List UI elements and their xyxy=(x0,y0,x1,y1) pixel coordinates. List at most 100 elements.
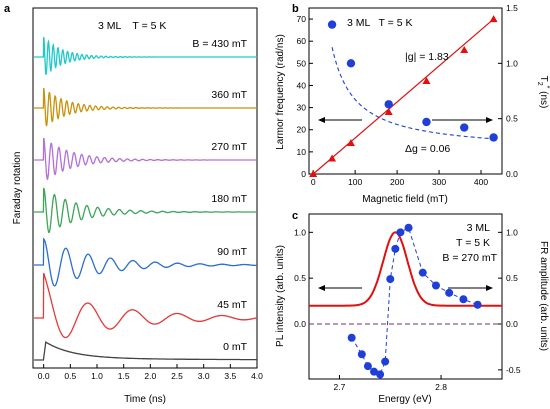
panel-b-g-factor: |g| = 1.83 xyxy=(405,51,449,63)
larmor-point-2 xyxy=(346,139,355,147)
larmor-point-0 xyxy=(309,170,318,177)
c-xtick-label-0: 2.7 xyxy=(334,382,346,392)
c-ytick-label-1: 0.5 xyxy=(294,273,306,283)
b-ytick-label-5: 50 xyxy=(297,58,307,68)
panel-b-delta-g: Δg = 0.06 xyxy=(405,143,450,155)
fr-point-10 xyxy=(418,268,427,277)
panel-c-letter: c xyxy=(292,210,298,222)
t2-point-1 xyxy=(346,59,356,68)
c-ytick-right-label-3: 1.0 xyxy=(506,227,518,237)
c-ytick-right-label-1: 0.0 xyxy=(506,319,518,329)
panel-a-frame xyxy=(32,7,258,369)
b-xtick-label-0: 0 xyxy=(311,177,316,187)
panel-b-annotation: 3 ML T = 5 K xyxy=(347,17,412,29)
b-ytick-label-1: 10 xyxy=(297,147,307,157)
b-xtick-label-4: 400 xyxy=(474,177,488,187)
fr-point-8 xyxy=(396,228,405,237)
panel-b: b 0 100 200 300 400 0 10 20 30 40 50 60 70 0.0 0.5 1.0 1… xyxy=(275,3,550,205)
trace-4 xyxy=(34,237,257,287)
t2-fit-curve xyxy=(331,47,496,140)
trace-label-2: 270 mT xyxy=(211,141,247,153)
t2-point-5 xyxy=(489,133,498,142)
c-arrow-left-head xyxy=(318,285,325,291)
b-ytick-right-label-0: 0.0 xyxy=(506,169,518,179)
panel-a-annotation: 3 ML T = 5 K xyxy=(98,20,166,32)
c-xtick-label-1: 2.8 xyxy=(435,382,447,392)
larmor-point-5 xyxy=(460,46,469,54)
fr-point-4 xyxy=(376,370,385,379)
panel-a-xticks: 0.0 0.5 1.0 1.5 2.0 2.5 3.0 3.5 4.0 xyxy=(38,364,263,381)
trace-label-3: 180 mT xyxy=(211,193,247,205)
fr-point-12 xyxy=(445,288,454,297)
panel-c-xlabel: Energy (eV) xyxy=(378,394,431,405)
c-ytick-right-label-0: -0.5 xyxy=(506,365,521,375)
b-ytick-label-4: 40 xyxy=(297,80,307,90)
fr-point-9 xyxy=(404,223,413,232)
trace-1 xyxy=(34,87,257,127)
b-xtick-label-2: 200 xyxy=(390,177,404,187)
a-xtick-label-5: 2.5 xyxy=(171,371,183,381)
a-xtick-label-6: 3.0 xyxy=(198,371,210,381)
c-ytick-label-2: 1.0 xyxy=(294,227,306,237)
panel-b-plot: 0 100 200 300 400 0 10 20 30 40 50 60 70 0.0 0.5 1.0 1.5 xyxy=(297,3,519,187)
panel-c-annotation-sample: 3 ML xyxy=(467,222,491,234)
panel-c-ylabel: PL intensity (arb. units) xyxy=(275,245,286,347)
panel-b-ylabel: Larmor frequency (rad/ns) xyxy=(275,34,286,150)
b-ytick-label-3: 30 xyxy=(297,103,307,113)
b-ytick-label-0: 0 xyxy=(301,169,306,179)
c-ytick-right-label-2: 0.5 xyxy=(506,273,518,283)
panel-b-xlabel: Magnetic field (mT) xyxy=(362,194,448,205)
trace-2 xyxy=(34,137,257,181)
fr-point-13 xyxy=(459,295,468,304)
b-ytick-label-2: 20 xyxy=(297,125,307,135)
fr-point-1 xyxy=(357,350,366,359)
b-xtick-label-1: 100 xyxy=(348,177,362,187)
fr-point-14 xyxy=(473,300,482,309)
b-arrow-left-head xyxy=(318,117,325,123)
t2-point-4 xyxy=(460,123,469,132)
b-ytick-right-label-1: 0.5 xyxy=(506,114,518,124)
trace-label-6: 0 mT xyxy=(223,341,248,353)
trace-3 xyxy=(34,187,257,234)
fr-point-2 xyxy=(363,362,372,371)
fr-connector xyxy=(351,227,478,376)
fr-point-11 xyxy=(431,281,440,290)
trace-label-1: 360 mT xyxy=(211,89,247,101)
panel-a: a B = 430 mT 360 mT 270 mT 180 mT 90 mT 45 mT… xyxy=(4,3,263,405)
t2-point-0 xyxy=(327,20,337,29)
larmor-point-1 xyxy=(328,154,337,162)
trace-label-4: 90 mT xyxy=(217,246,247,258)
a-xtick-label-3: 1.5 xyxy=(118,371,130,381)
fr-point-7 xyxy=(391,244,400,253)
trace-5 xyxy=(34,272,257,339)
b-arrow-right-head xyxy=(486,117,493,123)
panel-a-ylabel: Faraday rotation xyxy=(12,152,23,225)
t2-point-2 xyxy=(384,100,393,109)
a-xtick-label-4: 2.0 xyxy=(144,371,156,381)
fr-point-3 xyxy=(370,367,379,376)
panel-b-frame xyxy=(308,7,503,175)
larmor-fit-line xyxy=(312,18,494,175)
panel-b-ylabel-right: T2* (ns) xyxy=(536,76,550,109)
trace-label-0: B = 430 mT xyxy=(192,38,247,50)
b-xtick-label-3: 300 xyxy=(432,177,446,187)
b-ytick-right-label-2: 1.0 xyxy=(506,58,518,68)
a-xtick-label-7: 3.5 xyxy=(224,371,236,381)
trace-6 xyxy=(34,340,257,361)
larmor-point-6 xyxy=(489,15,498,23)
panel-c-annotation-temp: T = 5 K xyxy=(456,237,490,249)
b-ytick-label-7: 70 xyxy=(297,14,307,24)
panel-a-letter: a xyxy=(4,3,11,15)
c-ytick-label-0: 0.0 xyxy=(294,319,306,329)
larmor-point-4 xyxy=(422,77,431,85)
trace-0 xyxy=(34,36,257,75)
pl-curve xyxy=(309,231,502,307)
c-arrow-right-head xyxy=(486,285,493,291)
fr-point-0 xyxy=(347,333,356,342)
t2-point-3 xyxy=(422,117,431,127)
fr-point-5 xyxy=(381,357,390,366)
panel-c: c 2.7 2.8 0.0 0.5 1.0 -0.5 0.0 0.5 1.0 3 ML T = … xyxy=(275,210,549,405)
a-xtick-label-8: 4.0 xyxy=(251,371,263,381)
panel-b-letter: b xyxy=(292,3,299,15)
